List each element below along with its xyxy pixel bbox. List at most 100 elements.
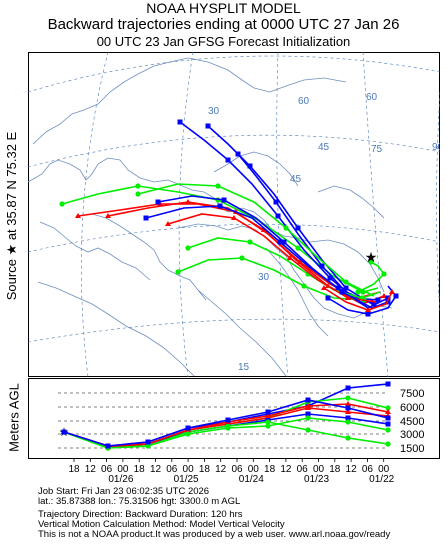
trajectory-marker-circle — [185, 245, 191, 251]
hour-tick-label: 00 — [117, 464, 129, 475]
trajectory-line-red — [167, 213, 377, 303]
hour-tick-label: 00 — [248, 464, 260, 475]
height-level-7500: 7500 — [400, 388, 424, 400]
date-tick-label: 01/26 — [108, 474, 133, 485]
height-level-3000: 3000 — [400, 429, 424, 441]
trajectory-line-green — [177, 257, 365, 301]
hour-tick-label: 06 — [297, 464, 309, 475]
trajectory-marker-square — [225, 157, 231, 163]
height-trajectory-lines — [61, 381, 391, 451]
model-title: NOAA HYSPLIT MODEL — [146, 0, 301, 16]
trajectory-marker-square — [281, 239, 287, 245]
lon-label-75: 75 — [371, 144, 383, 155]
height-level-1500: 1500 — [400, 443, 424, 455]
trajectory-marker-circle — [247, 239, 253, 245]
lon-label-45: 45 — [318, 142, 330, 153]
lat-label-15: 15 — [238, 362, 250, 373]
hour-tick-label: 12 — [85, 464, 97, 475]
trajectory-marker-triangle — [105, 213, 111, 218]
job-start: Job Start: Fri Jan 23 06:02:35 UTC 2026 — [38, 486, 210, 497]
height-marker-triangle — [345, 401, 351, 406]
hour-tick-label: 06 — [231, 464, 243, 475]
trajectory-marker-square — [365, 311, 371, 317]
lat-label-30: 30 — [258, 272, 270, 283]
trajectory-marker-square — [343, 285, 349, 291]
height-marker-square — [185, 425, 191, 431]
height-marker-square — [385, 421, 391, 427]
date-tick-label: 01/23 — [304, 474, 329, 485]
height-marker-triangle — [385, 409, 391, 414]
job-location: lat.: 35.87388 lon.: 75.31506 hgt: 3300.… — [38, 496, 241, 507]
trajectory-marker-triangle — [389, 289, 395, 294]
trajectory-lines — [59, 119, 399, 317]
lat-label-60: 60 — [298, 96, 310, 107]
height-level-6000: 6000 — [400, 402, 424, 414]
trajectory-marker-square — [385, 299, 391, 305]
trajectory-marker-square — [295, 225, 301, 231]
height-axis-label: Meters AGL — [6, 383, 22, 452]
trajectory-marker-circle — [239, 255, 245, 261]
height-level-4500: 4500 — [400, 416, 424, 428]
height-marker-circle — [385, 405, 391, 411]
trajectory-marker-square — [339, 289, 345, 295]
forecast-subtitle: 00 UTC 23 Jan GFSG Forecast Initializati… — [96, 34, 351, 49]
height-profile-panel: 7500 6000 4500 3000 1500 3300 ★ 18120600… — [28, 378, 440, 485]
trajectory-marker-triangle — [345, 295, 351, 300]
trajectory-marker-square — [273, 199, 279, 205]
trajectory-marker-square — [385, 295, 391, 301]
lon-label-30: 30 — [208, 106, 220, 117]
trajectory-line-green — [137, 183, 375, 297]
trajectory-marker-circle — [355, 289, 361, 295]
height-marker-triangle — [345, 409, 351, 414]
trajectory-line-blue — [237, 153, 375, 305]
trajectory-marker-square — [177, 119, 183, 125]
trajectory-marker-circle — [135, 191, 141, 197]
height-marker-circle — [345, 435, 351, 441]
hour-tick-label: 12 — [215, 464, 227, 475]
trajectory-marker-circle — [301, 283, 307, 289]
trajectory-marker-square — [325, 295, 331, 301]
trajectory-marker-circle — [59, 201, 65, 207]
height-marker-square — [225, 417, 231, 423]
hour-tick-label: 18 — [264, 464, 276, 475]
source-location-label: Source ★ at 35.87 N 75.32 E — [4, 131, 19, 301]
trajectory-marker-triangle — [261, 227, 267, 232]
trajectory-marker-square — [221, 197, 227, 203]
height-marker-circle — [385, 441, 391, 447]
trajectory-marker-square — [371, 301, 377, 307]
height-marker-circle — [225, 425, 231, 431]
trajectory-line-green — [61, 185, 379, 293]
height-marker-circle — [345, 395, 351, 401]
trajectory-marker-triangle — [185, 199, 191, 204]
trajectory-title: Backward trajectories ending at 0000 UTC… — [47, 16, 400, 33]
disclaimer: This is not a NOAA product.It was produc… — [38, 529, 391, 540]
trajectory-marker-square — [247, 163, 253, 169]
height-marker-circle — [305, 427, 311, 433]
lon-label-90: 90 — [432, 142, 440, 153]
date-tick-label: 01/25 — [174, 474, 199, 485]
hour-tick-label: 18 — [134, 464, 146, 475]
trajectory-marker-square — [327, 275, 333, 281]
height-marker-square — [145, 439, 151, 445]
hour-tick-label: 00 — [183, 464, 195, 475]
trajectory-marker-square — [217, 203, 223, 209]
date-tick-label: 01/22 — [369, 474, 394, 485]
height-marker-circle — [265, 419, 271, 425]
trajectory-marker-circle — [295, 245, 301, 251]
vertical-motion-method: Vertical Motion Calculation Method: Mode… — [38, 519, 285, 530]
height-marker-circle — [265, 423, 271, 429]
trajectory-marker-square — [235, 151, 241, 157]
lon-label-60: 60 — [366, 92, 378, 103]
height-marker-square — [385, 381, 391, 387]
height-marker-circle — [185, 431, 191, 437]
hour-tick-label: 18 — [68, 464, 80, 475]
height-marker-square — [105, 443, 111, 449]
source-star-icon: ★ — [365, 249, 378, 265]
height-marker-square — [345, 385, 351, 391]
trajectory-direction: Trajectory Direction: Backward Duration:… — [38, 509, 243, 520]
trajectory-marker-circle — [343, 279, 349, 285]
height-marker-square — [345, 415, 351, 421]
hour-tick-label: 06 — [166, 464, 178, 475]
trajectory-marker-circle — [215, 183, 221, 189]
trajectory-marker-triangle — [321, 285, 327, 290]
